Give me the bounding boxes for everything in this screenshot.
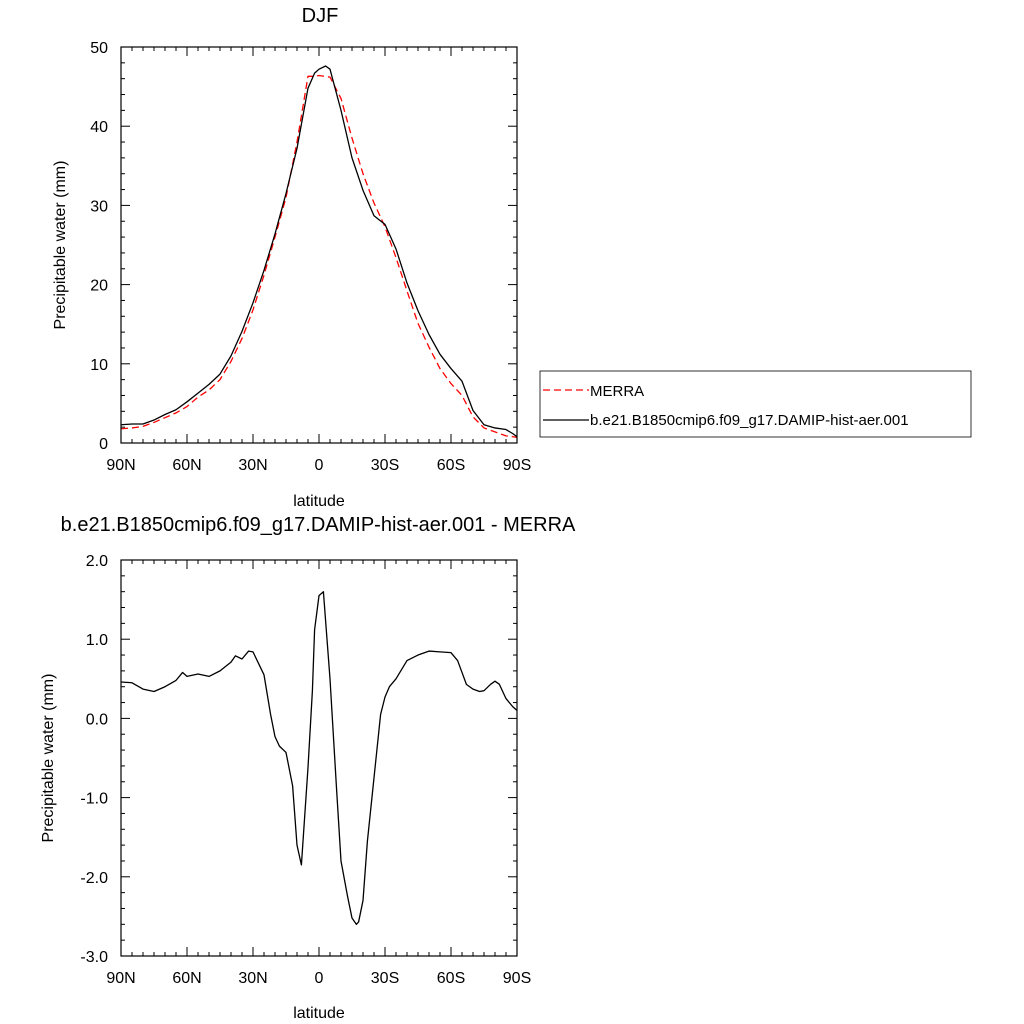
x-tick-label: 90S xyxy=(503,457,531,474)
x-tick-label: 90N xyxy=(106,457,135,474)
x-tick-label: 30N xyxy=(238,970,267,987)
bottom-plot-frame xyxy=(120,559,518,957)
bottom-chart-title: b.e21.B1850cmip6.f09_g17.DAMIP-hist-aer.… xyxy=(61,514,576,536)
x-tick-label: 0 xyxy=(315,457,324,474)
x-tick-label: 30S xyxy=(371,970,399,987)
top-plot-frame xyxy=(120,46,518,444)
legend-label-model: b.e21.B1850cmip6.f09_g17.DAMIP-hist-aer.… xyxy=(590,412,909,429)
top-y-axis-label: Precipitable water (mm) xyxy=(52,161,69,330)
y-tick-label: 0.0 xyxy=(86,711,108,728)
x-tick-label: 60S xyxy=(437,457,465,474)
legend-label-merra: MERRA xyxy=(590,383,644,400)
difference-series-line xyxy=(120,591,518,925)
bottom-x-axis-label: latitude xyxy=(293,1005,345,1022)
y-tick-label: -3.0 xyxy=(80,949,108,966)
y-tick-label: -2.0 xyxy=(80,870,108,887)
x-tick-label: 30N xyxy=(238,457,267,474)
legend: MERRA b.e21.B1850cmip6.f09_g17.DAMIP-his… xyxy=(539,370,972,438)
x-tick-label: 30S xyxy=(371,457,399,474)
x-tick-label: 90N xyxy=(106,970,135,987)
y-tick-label: 1.0 xyxy=(86,632,108,649)
x-tick-label: 60N xyxy=(172,457,201,474)
legend-box xyxy=(539,370,972,438)
top-chart-title: DJF xyxy=(302,5,339,27)
top-panel: DJF 90N 60N 30N 0 30S 60S 90S 0 10 20 30 40 50 latit… xyxy=(52,5,531,510)
x-tick-label: 60S xyxy=(437,970,465,987)
x-tick-label: 90S xyxy=(503,970,531,987)
bottom-y-axis-label: Precipitable water (mm) xyxy=(40,674,57,843)
y-tick-label: 10 xyxy=(90,357,108,374)
series-line-b-e21-b1850cmip6-f09-g17-damip-hist-aer-001 xyxy=(120,65,518,438)
y-tick-label: 0 xyxy=(99,436,108,453)
x-tick-label: 0 xyxy=(315,970,324,987)
bottom-panel: b.e21.B1850cmip6.f09_g17.DAMIP-hist-aer.… xyxy=(40,514,576,1022)
top-x-axis-label: latitude xyxy=(293,493,345,510)
x-tick-label: 60N xyxy=(172,970,201,987)
y-tick-label: -1.0 xyxy=(80,791,108,808)
bottom-plot-area: 90N 60N 30N 0 30S 60S 90S -3.0 -2.0 -1.0 0.0 1.0 2.0 xyxy=(80,553,531,987)
y-tick-label: 2.0 xyxy=(86,553,108,570)
y-tick-label: 20 xyxy=(90,278,108,295)
top-plot-area: 90N 60N 30N 0 30S 60S 90S 0 10 20 30 40 50 xyxy=(90,40,531,474)
y-tick-label: 40 xyxy=(90,119,108,136)
y-tick-label: 50 xyxy=(90,40,108,57)
series-line-merra xyxy=(120,74,518,439)
y-tick-label: 30 xyxy=(90,198,108,215)
